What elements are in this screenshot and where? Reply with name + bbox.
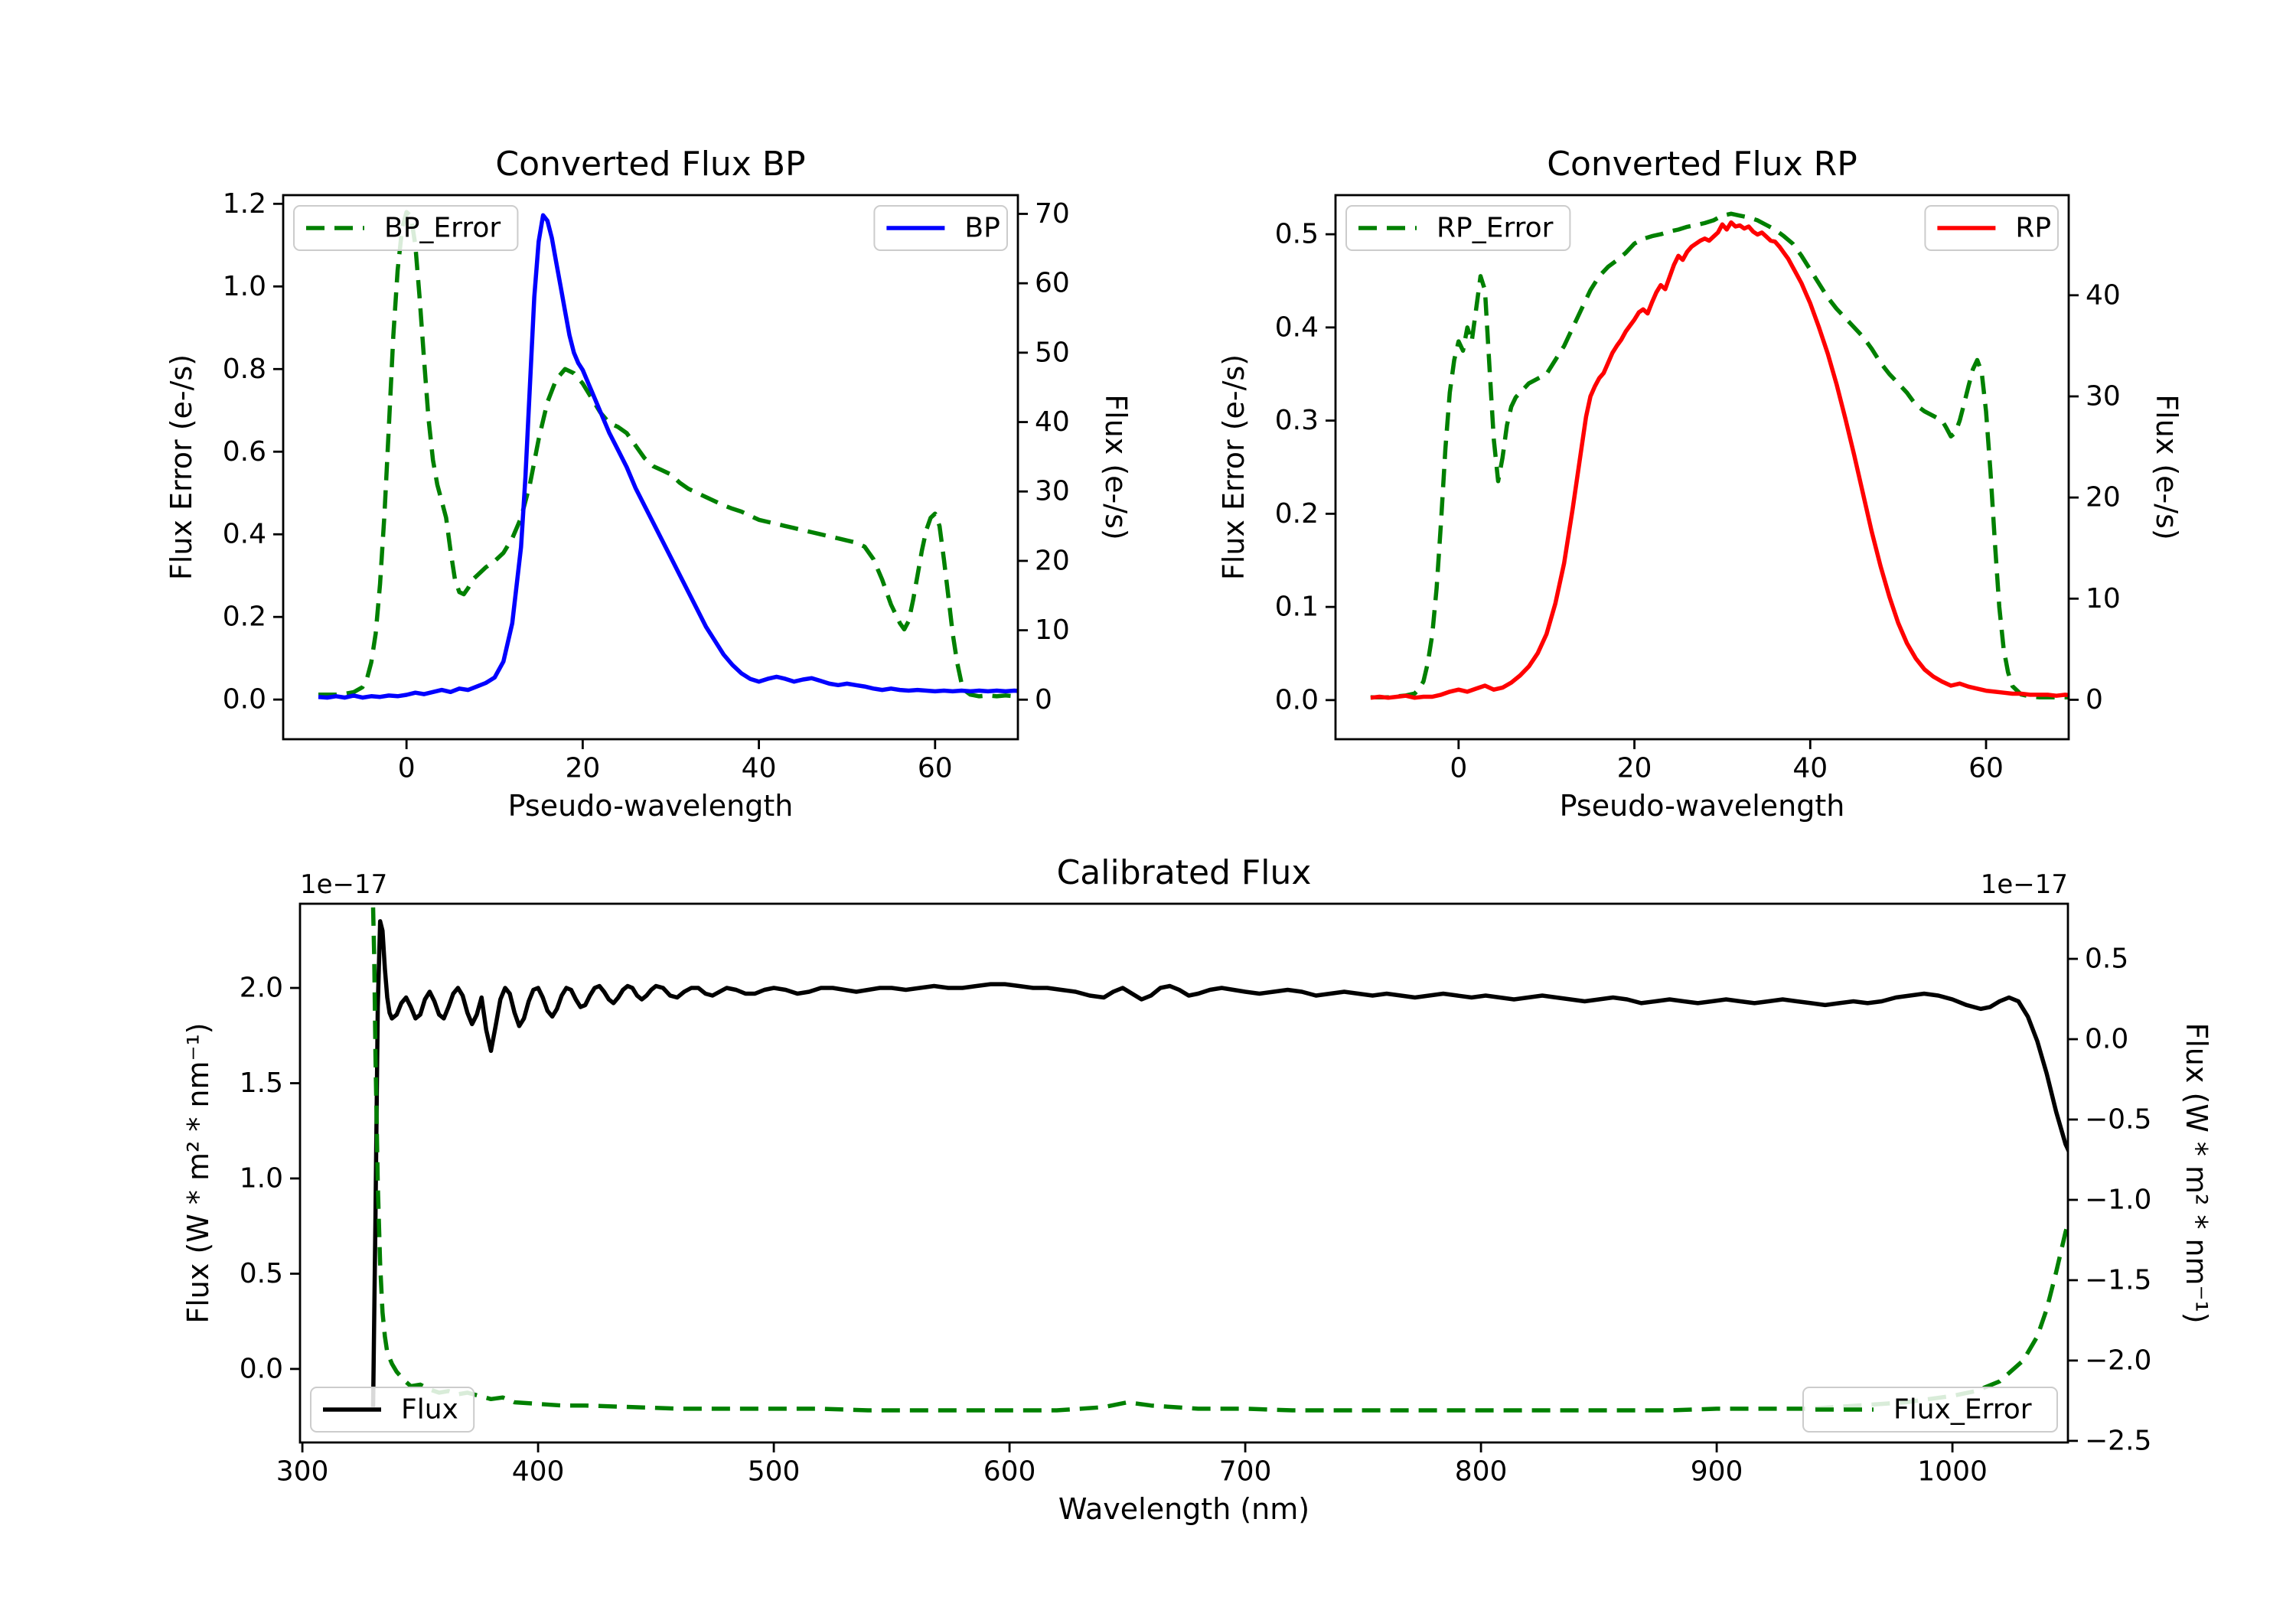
y-tick-label-left: 0.3 (1275, 405, 1319, 436)
x-tick-label: 300 (276, 1456, 329, 1488)
y-tick-label-left: 0.0 (223, 684, 266, 715)
x-tick-label: 400 (512, 1456, 565, 1488)
x-tick-label: 60 (918, 753, 953, 784)
legend-RP: RP (1924, 205, 2059, 251)
series-line-RP (1370, 220, 2069, 700)
y-tick-label-left: 0.2 (223, 601, 266, 633)
y-tick-label-left: 0.8 (223, 354, 266, 385)
y-tick-label-left: 0.1 (1275, 592, 1319, 623)
chart-title: Converted Flux RP (1547, 145, 1857, 184)
legend-label: BP (964, 213, 1000, 244)
y-axis-label-right: Flux (e-/s) (1099, 394, 1133, 539)
y-tick-label-right: −1.0 (2085, 1184, 2151, 1215)
axes-frame (282, 194, 1019, 741)
y-axis-label-left: Flux Error (e-/s) (165, 354, 198, 580)
x-tick-label: 20 (565, 753, 600, 784)
y-tick-label-right: 70 (1035, 198, 1070, 230)
series-line-BP (318, 213, 1018, 700)
series-line-Flux (370, 919, 2068, 1407)
y-tick-label-left: 0.4 (1275, 311, 1319, 343)
legend-box (293, 205, 519, 251)
offset-text-left: 1e−17 (300, 869, 387, 900)
legend-Flux: Flux (310, 1387, 475, 1433)
y-axis-label-left: Flux (W * m² * nm⁻¹) (181, 1022, 215, 1323)
x-tick-label: 0 (398, 753, 416, 784)
chart-title: Calibrated Flux (1057, 853, 1312, 892)
y-axis-label-right: Flux (e-/s) (2150, 394, 2183, 539)
x-tick-label: 700 (1219, 1456, 1272, 1488)
series-line-BP_Error (318, 210, 1018, 699)
y-tick-label-left: 1.2 (223, 188, 266, 220)
x-tick-label: 1000 (1917, 1456, 1988, 1488)
y-tick-label-right: 30 (2086, 380, 2121, 412)
y-tick-label-right: 10 (1035, 614, 1070, 646)
x-tick-label: 500 (748, 1456, 801, 1488)
y-tick-label-right: 40 (2086, 279, 2121, 311)
y-axis-label-right: Flux (W * m² * nm⁻¹) (2180, 1022, 2213, 1323)
legend-Flux_Error: Flux_Error (1802, 1387, 2058, 1433)
y-tick-label-left: 1.5 (240, 1068, 283, 1099)
y-tick-label-left: 0.4 (223, 519, 266, 550)
y-tick-label-left: 0.5 (240, 1258, 283, 1289)
legend-BP: BP (873, 205, 1009, 251)
y-tick-label-left: 0.0 (1275, 684, 1319, 715)
chart-calibrated: 300 400 500 600 700 800 900 1000 0.0 0.5 1.0 1.5 2.0… (181, 853, 2213, 1526)
y-tick-label-left: 1.0 (240, 1162, 283, 1194)
y-tick-label-right: 0.5 (2085, 944, 2128, 975)
y-tick-label-right: 10 (2086, 583, 2121, 614)
legend-RP_Error: RP_Error (1345, 205, 1571, 251)
chart-title: Converted Flux BP (495, 145, 805, 184)
x-tick-label: 0 (1450, 753, 1467, 784)
x-tick-label: 40 (742, 753, 777, 784)
legend-box (1802, 1387, 2058, 1433)
legend-BP_Error: BP_Error (293, 205, 519, 251)
x-tick-label: 40 (1792, 753, 1828, 784)
offset-text-right: 1e−17 (1981, 869, 2068, 900)
y-tick-label-right: 40 (1035, 406, 1070, 438)
chart-bp: 0 20 40 60 0.0 0.2 0.4 0.6 0.8 1.0 1.2 0 10 20 30 40 50 6… (165, 145, 1133, 823)
y-tick-label-right: 20 (2086, 482, 2121, 513)
x-axis-label: Wavelength (nm) (1058, 1492, 1309, 1526)
x-tick-label: 20 (1617, 753, 1652, 784)
legend-label: RP_Error (1437, 213, 1554, 244)
y-tick-label-left: 2.0 (240, 973, 283, 1004)
y-tick-label-right: −2.5 (2085, 1425, 2151, 1456)
y-tick-label-right: 30 (1035, 476, 1070, 507)
y-tick-label-right: 0 (1035, 684, 1052, 715)
y-tick-label-right: 0.0 (2085, 1023, 2128, 1054)
x-axis-label: Pseudo-wavelength (508, 789, 794, 823)
legend-label: Flux_Error (1893, 1394, 2032, 1426)
y-tick-label-left: 0.6 (223, 436, 266, 468)
y-tick-label-left: 0.0 (240, 1353, 283, 1384)
series-line-Flux_Error (370, 907, 2068, 1413)
x-tick-label: 60 (1968, 753, 2004, 784)
legend-label: Flux (401, 1394, 458, 1426)
chart-rp: 0 20 40 60 0.0 0.1 0.2 0.3 0.4 0.5 0 10 20 30 40 Conver… (1217, 145, 2183, 823)
y-tick-label-right: 60 (1035, 268, 1070, 299)
y-tick-label-right: −1.5 (2085, 1264, 2151, 1296)
legend-box (1345, 205, 1571, 251)
axes-frame (1334, 194, 2070, 741)
y-tick-label-right: −2.0 (2085, 1345, 2151, 1376)
legend-box (310, 1387, 475, 1433)
legend-label: RP (2015, 213, 2051, 244)
x-axis-label: Pseudo-wavelength (1560, 789, 1845, 823)
x-tick-label: 600 (983, 1456, 1036, 1488)
series-line-RP_Error (1370, 211, 2069, 699)
axes-frame (298, 902, 2069, 1444)
x-tick-label: 800 (1455, 1456, 1508, 1488)
y-tick-label-right: 50 (1035, 337, 1070, 368)
y-tick-label-left: 1.0 (223, 271, 266, 302)
legend-label: BP_Error (384, 213, 501, 244)
y-tick-label-right: 0 (2086, 684, 2103, 715)
y-tick-label-right: 20 (1035, 545, 1070, 576)
y-tick-label-left: 0.5 (1275, 219, 1319, 250)
y-axis-label-left: Flux Error (e-/s) (1217, 354, 1251, 580)
y-tick-label-left: 0.2 (1275, 498, 1319, 530)
x-tick-label: 900 (1691, 1456, 1743, 1488)
y-tick-label-right: −0.5 (2085, 1103, 2151, 1135)
